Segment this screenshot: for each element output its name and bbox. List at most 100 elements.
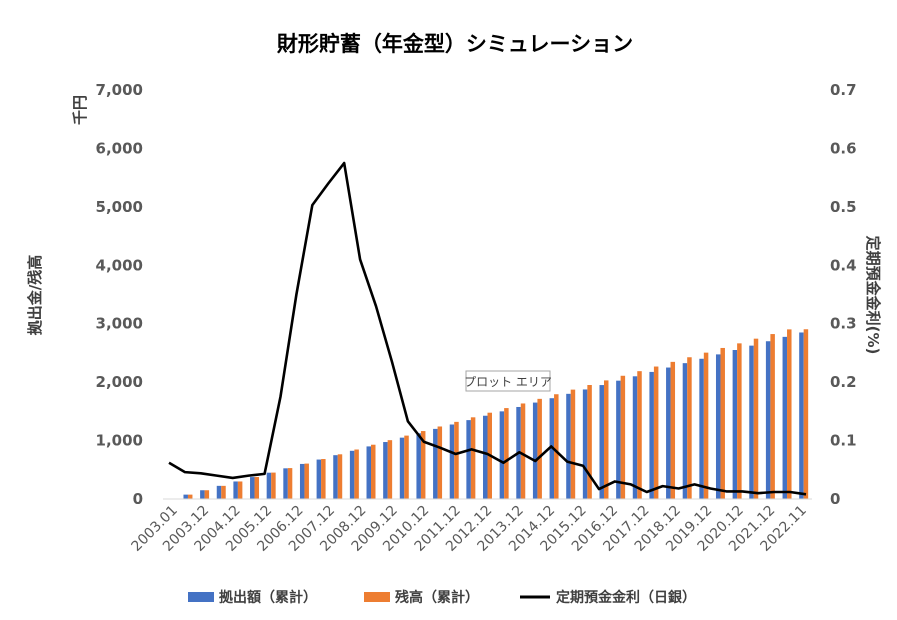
bar-balance[interactable] [437, 426, 443, 499]
right-tick-label: 0 [830, 490, 840, 508]
bar-contribution[interactable] [383, 442, 388, 499]
bar-balance[interactable] [787, 329, 792, 499]
bar-contribution[interactable] [799, 332, 804, 499]
left-axis-ticks: 0 1,000 2,000 3,000 4,000 5,000 6,000 7,000 [96, 81, 143, 508]
bar-balance[interactable] [570, 389, 576, 499]
bar-series-group[interactable] [183, 329, 809, 500]
bar-balance[interactable] [354, 449, 359, 499]
bar-contribution[interactable] [566, 393, 571, 499]
bar-balance[interactable] [670, 361, 676, 499]
bar-contribution[interactable] [316, 459, 322, 499]
bar-balance[interactable] [520, 403, 526, 499]
bar-balance[interactable] [254, 477, 260, 499]
bar-contribution[interactable] [250, 477, 255, 499]
bar-balance[interactable] [537, 398, 542, 499]
bar-contribution[interactable] [582, 389, 588, 499]
bar-contribution[interactable] [416, 433, 421, 499]
left-tick-label: 1,000 [96, 432, 143, 450]
bar-balance[interactable] [187, 494, 193, 499]
bar-contribution[interactable] [649, 371, 654, 499]
bar-balance[interactable] [221, 485, 226, 499]
bar-balance[interactable] [271, 472, 276, 499]
bar-balance[interactable] [287, 468, 293, 499]
bar-contribution[interactable] [399, 437, 405, 499]
bar-contribution[interactable] [782, 336, 788, 499]
bar-balance[interactable] [504, 408, 509, 499]
bar-balance[interactable] [587, 385, 592, 499]
bar-balance[interactable] [720, 347, 725, 499]
y-unit-label: 千円 [71, 95, 89, 125]
bar-contribution[interactable] [200, 490, 205, 499]
bar-balance[interactable] [703, 352, 709, 499]
right-axis-title: 定期預金金利(%) [864, 236, 882, 355]
bar-contribution[interactable] [616, 380, 621, 499]
bar-contribution[interactable] [433, 428, 438, 499]
bar-balance[interactable] [770, 334, 775, 499]
bar-contribution[interactable] [632, 376, 638, 499]
bar-contribution[interactable] [483, 415, 488, 499]
bar-contribution[interactable] [765, 341, 771, 499]
bar-contribution[interactable] [499, 411, 505, 499]
bar-contribution[interactable] [466, 420, 471, 499]
bar-balance[interactable] [653, 366, 659, 499]
left-tick-label: 7,000 [96, 81, 143, 99]
bar-balance[interactable] [470, 417, 476, 499]
bar-balance[interactable] [237, 481, 243, 499]
bar-contribution[interactable] [732, 350, 738, 499]
left-tick-label: 2,000 [96, 373, 143, 391]
right-tick-label: 0.4 [830, 256, 857, 274]
bar-balance[interactable] [454, 421, 459, 499]
bar-balance[interactable] [637, 371, 642, 499]
x-axis-ticks: 2003.012003.122004.122005.122006.122007.… [129, 503, 810, 555]
bar-contribution[interactable] [333, 455, 338, 499]
bar-contribution[interactable] [366, 446, 372, 499]
bar-balance[interactable] [404, 435, 409, 499]
left-tick-label: 5,000 [96, 198, 143, 216]
bar-contribution[interactable] [449, 424, 455, 500]
bar-contribution[interactable] [266, 472, 272, 499]
tooltip-text: プロット エリア [464, 375, 552, 389]
legend[interactable]: 拠出額（累計） 残高（累計） 定期預金金利（日銀） [188, 589, 696, 606]
legend-label: 残高（累計） [395, 589, 479, 606]
bar-balance[interactable] [420, 431, 426, 499]
bar-balance[interactable] [554, 394, 559, 499]
bar-balance[interactable] [304, 463, 309, 499]
bar-contribution[interactable] [183, 494, 188, 499]
bar-balance[interactable] [321, 459, 326, 499]
bar-contribution[interactable] [749, 345, 754, 500]
bar-contribution[interactable] [283, 468, 288, 499]
bar-balance[interactable] [737, 343, 742, 499]
bar-contribution[interactable] [682, 363, 688, 499]
bar-contribution[interactable] [699, 358, 704, 499]
legend-label: 拠出額（累計） [219, 589, 317, 606]
legend-item[interactable]: 残高（累計） [364, 589, 479, 606]
bar-balance[interactable] [620, 375, 626, 499]
bar-balance[interactable] [387, 440, 393, 499]
plot-area-tooltip: プロット エリア [464, 370, 552, 392]
bar-contribution[interactable] [233, 481, 238, 499]
bar-balance[interactable] [371, 444, 376, 499]
interest-rate-line[interactable] [168, 161, 807, 496]
bar-balance[interactable] [337, 454, 343, 499]
legend-swatch [188, 592, 214, 602]
bar-contribution[interactable] [599, 385, 604, 499]
bar-contribution[interactable] [666, 367, 671, 499]
bar-contribution[interactable] [216, 485, 222, 499]
bar-balance[interactable] [603, 380, 609, 499]
legend-item[interactable]: 拠出額（累計） [188, 589, 317, 606]
bar-contribution[interactable] [349, 450, 355, 499]
bar-balance[interactable] [753, 338, 759, 499]
line-series-group[interactable] [168, 161, 807, 496]
legend-label: 定期預金金利（日銀） [556, 589, 696, 606]
bar-balance[interactable] [204, 490, 210, 499]
left-axis-title: 拠出金/残高 [26, 255, 44, 335]
bar-contribution[interactable] [715, 354, 721, 499]
legend-item[interactable]: 定期預金金利（日銀） [520, 589, 696, 606]
tooltip-box [465, 370, 551, 392]
bar-contribution[interactable] [532, 402, 538, 499]
right-tick-label: 0.2 [830, 373, 857, 391]
bar-balance[interactable] [687, 357, 692, 499]
bar-contribution[interactable] [299, 463, 305, 499]
bar-balance[interactable] [803, 329, 809, 499]
